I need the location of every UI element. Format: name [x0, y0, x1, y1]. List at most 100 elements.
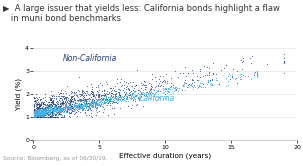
Point	[39, 113, 44, 116]
Point	[45, 111, 50, 113]
Point	[192, 84, 197, 86]
Point	[142, 81, 147, 83]
Point	[47, 106, 52, 109]
Point	[76, 105, 81, 108]
Point	[200, 75, 205, 78]
Point	[90, 99, 95, 101]
Point	[50, 108, 55, 111]
Point	[100, 99, 105, 102]
Point	[63, 97, 68, 100]
Point	[47, 105, 52, 107]
Point	[55, 111, 60, 113]
Point	[57, 108, 62, 111]
Point	[192, 86, 197, 88]
Point	[126, 95, 131, 98]
Point	[51, 110, 55, 113]
Point	[61, 102, 66, 104]
Point	[201, 85, 205, 88]
Point	[56, 110, 61, 113]
Point	[40, 114, 45, 117]
Point	[92, 104, 97, 107]
Point	[249, 62, 254, 65]
Point	[80, 98, 85, 101]
Point	[109, 101, 114, 104]
Point	[165, 92, 169, 95]
Point	[39, 113, 44, 116]
Point	[156, 84, 161, 87]
Point	[32, 98, 37, 101]
Point	[68, 106, 73, 109]
Point	[42, 109, 47, 112]
Point	[69, 109, 74, 112]
Point	[41, 113, 46, 115]
Point	[136, 96, 141, 98]
Point	[32, 113, 36, 116]
Point	[85, 105, 90, 108]
Point	[50, 113, 55, 116]
Point	[32, 111, 36, 113]
Point	[101, 99, 105, 101]
Point	[37, 116, 42, 119]
Point	[255, 72, 260, 75]
Point	[37, 113, 42, 116]
Point	[73, 104, 78, 106]
Point	[36, 111, 41, 114]
Point	[67, 101, 72, 104]
Point	[114, 98, 119, 100]
Point	[96, 96, 101, 98]
Point	[46, 112, 51, 115]
Point	[34, 116, 38, 119]
Point	[181, 72, 186, 75]
Point	[36, 110, 41, 113]
Point	[155, 88, 160, 91]
Point	[71, 109, 76, 112]
Point	[51, 112, 55, 115]
Point	[32, 115, 37, 118]
Point	[83, 91, 88, 94]
Point	[53, 108, 58, 111]
Point	[39, 110, 44, 113]
Point	[71, 105, 76, 108]
Point	[49, 110, 54, 113]
Point	[42, 110, 47, 113]
Point	[108, 99, 112, 102]
Point	[79, 98, 84, 101]
Point	[87, 104, 92, 107]
Point	[91, 101, 96, 103]
Point	[39, 112, 44, 115]
Point	[188, 82, 193, 85]
Point	[157, 82, 161, 84]
Point	[54, 106, 59, 109]
Point	[45, 105, 50, 108]
Point	[53, 104, 58, 106]
Point	[139, 87, 144, 89]
Point	[67, 94, 72, 97]
Point	[39, 106, 44, 109]
Point	[114, 98, 119, 101]
Point	[50, 108, 55, 111]
Point	[123, 98, 128, 100]
Point	[69, 99, 74, 101]
Point	[129, 107, 134, 109]
Point	[53, 112, 58, 115]
Point	[122, 86, 127, 89]
Point	[88, 103, 92, 106]
Point	[68, 102, 72, 105]
Point	[38, 112, 43, 115]
Point	[91, 94, 96, 97]
Point	[60, 107, 65, 110]
Point	[37, 109, 42, 112]
Point	[57, 105, 62, 108]
Point	[255, 75, 260, 77]
Point	[44, 112, 49, 115]
Point	[75, 103, 80, 106]
Point	[71, 110, 76, 113]
Point	[84, 106, 89, 108]
Point	[45, 116, 49, 119]
Point	[61, 109, 66, 111]
Point	[40, 113, 45, 116]
Point	[36, 111, 41, 114]
Point	[33, 112, 38, 115]
Point	[42, 110, 47, 112]
Point	[84, 94, 88, 97]
